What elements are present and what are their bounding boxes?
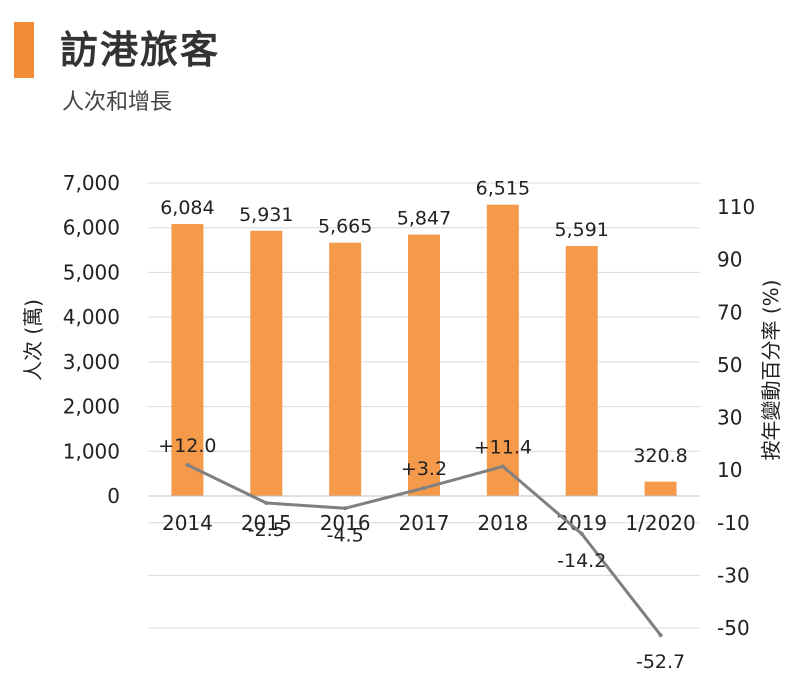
right-tick-label: -10 (717, 511, 750, 535)
right-tick-label: 50 (717, 353, 742, 377)
left-tick-label: 7,000 (63, 171, 120, 195)
bar-data-label: 5,847 (397, 208, 451, 230)
bar-data-label: 5,665 (318, 216, 372, 238)
title-accent-bar (14, 22, 34, 78)
right-tick-label: 30 (717, 406, 742, 430)
bar-data-label: 6,515 (476, 178, 530, 200)
growth-point (579, 531, 584, 536)
bar-data-label: 5,931 (239, 204, 293, 226)
growth-point (658, 633, 663, 638)
bar (644, 481, 677, 496)
right-tick-label: 10 (717, 458, 742, 482)
growth-data-label: +3.2 (401, 458, 447, 480)
growth-data-label: -2.5 (248, 519, 285, 541)
left-tick-label: 3,000 (63, 350, 120, 374)
growth-point (343, 506, 348, 511)
growth-point (185, 462, 190, 467)
x-tick-label: 2014 (162, 511, 213, 535)
x-tick-label: 2015 (241, 511, 292, 535)
x-tick-label: 1/2020 (625, 511, 695, 535)
growth-point (264, 501, 269, 506)
chart-subtitle: 人次和增長 (62, 90, 173, 115)
bar (250, 230, 283, 497)
bar-data-label: 320.8 (633, 445, 687, 467)
bar (565, 246, 598, 496)
left-tick-label: 5,000 (63, 260, 120, 284)
growth-point (500, 464, 505, 469)
chart-title: 訪港旅客 (60, 28, 221, 72)
bar (486, 204, 519, 496)
growth-point (422, 486, 426, 491)
y-right-axis-title: 按年變動百分率 (%) (759, 280, 783, 461)
x-tick-label: 2018 (477, 511, 528, 535)
left-tick-label: 0 (107, 484, 120, 508)
bar (329, 242, 362, 496)
x-tick-label: 2017 (399, 511, 450, 535)
right-tick-label: -30 (717, 563, 750, 587)
bar (408, 234, 440, 496)
left-tick-label: 4,000 (63, 305, 120, 329)
x-tick-label: 2019 (556, 511, 607, 535)
growth-data-label: -4.5 (327, 524, 364, 546)
left-tick-label: 6,000 (63, 216, 120, 240)
y-left-axis-title: 人次 (萬) (21, 299, 45, 381)
right-tick-label: 110 (717, 195, 755, 219)
left-tick-label: 1,000 (63, 439, 120, 463)
bar-data-label: 5,591 (555, 219, 609, 241)
bar-data-label: 6,084 (160, 197, 214, 219)
growth-data-label: -14.2 (557, 550, 606, 572)
bar (171, 223, 204, 496)
left-tick-label: 2,000 (63, 395, 120, 419)
right-tick-label: 70 (717, 300, 742, 324)
growth-data-label: -52.7 (636, 651, 685, 673)
growth-data-label: +11.4 (474, 436, 532, 458)
x-tick-label: 2016 (320, 511, 371, 535)
growth-data-label: +12.0 (158, 435, 216, 457)
right-tick-label: -50 (717, 616, 750, 640)
right-tick-label: 90 (717, 248, 742, 272)
